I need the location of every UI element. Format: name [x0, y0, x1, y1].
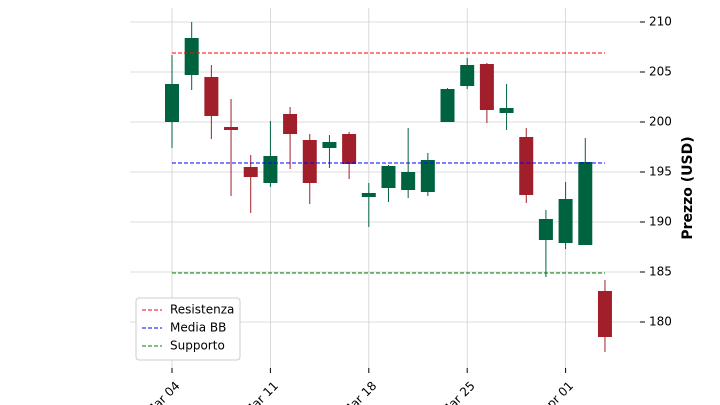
candle-body [401, 172, 416, 190]
legend-label: Resistenza [170, 303, 234, 317]
candle-body [381, 166, 396, 188]
x-tick-label: Mar 04 [143, 379, 182, 405]
candle-body [420, 160, 435, 192]
y-tick-label: 195 [649, 165, 672, 179]
candle-body [361, 193, 376, 197]
y-tick-label: 200 [649, 115, 672, 129]
x-tick-label: Mar 11 [242, 379, 281, 405]
y-tick-label: 190 [649, 215, 672, 229]
candle-body [302, 140, 317, 183]
y-tick-label: 180 [649, 315, 672, 329]
candle-body [224, 127, 239, 130]
candle-body [263, 156, 278, 183]
candle-body [597, 291, 612, 337]
candle-body [460, 65, 475, 86]
x-tick-label: Mar 18 [340, 379, 379, 405]
candle-body [558, 199, 573, 243]
legend-label: Supporto [170, 339, 225, 353]
candle-body [322, 142, 337, 148]
y-tick-label: 205 [649, 65, 672, 79]
candle-body [184, 38, 199, 75]
candle-body [479, 64, 494, 110]
y-tick-label: 185 [649, 265, 672, 279]
legend-box [135, 297, 241, 361]
candle-body [538, 219, 553, 240]
y-tick-label: 210 [649, 15, 672, 29]
legend-label: Media BB [170, 321, 226, 335]
candle-body [283, 114, 298, 134]
candle-body [440, 89, 455, 122]
x-tick-label: Mar 25 [438, 379, 477, 405]
candle-body [204, 77, 219, 116]
x-tick-label: Apr 01 [538, 379, 576, 405]
candle-body [243, 167, 258, 177]
y-axis-label: Prezzo (USD) [680, 136, 696, 239]
candle-body [342, 134, 357, 164]
candle-body [519, 137, 534, 195]
candle-body [578, 162, 593, 245]
candle-body [499, 108, 514, 113]
candle-body [165, 84, 179, 122]
